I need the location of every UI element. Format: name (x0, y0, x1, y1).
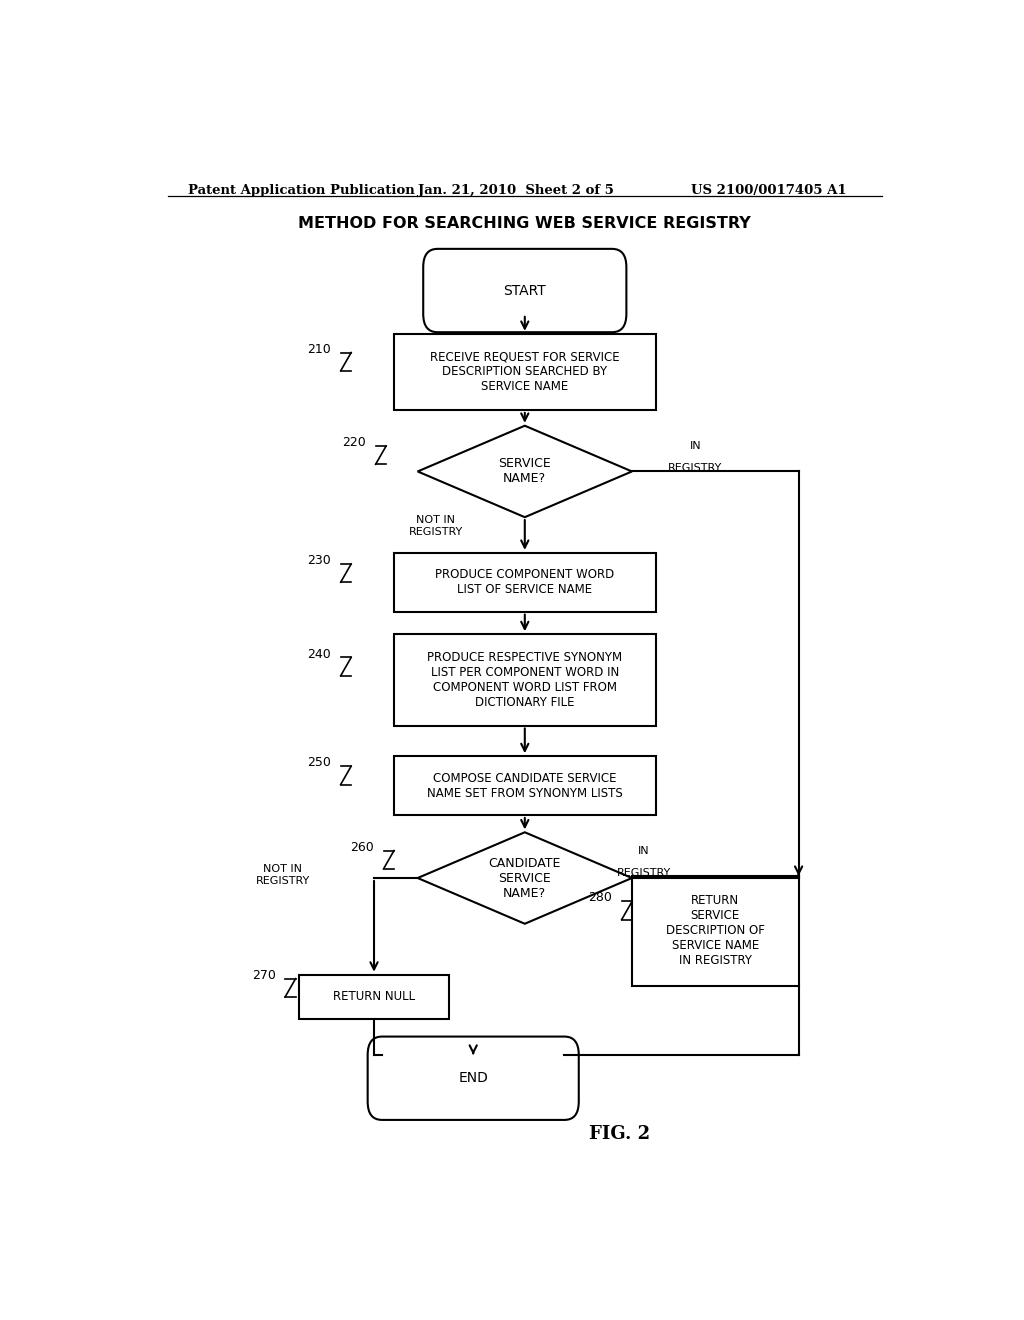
Text: METHOD FOR SEARCHING WEB SERVICE REGISTRY: METHOD FOR SEARCHING WEB SERVICE REGISTR… (298, 216, 752, 231)
Text: FIG. 2: FIG. 2 (590, 1125, 650, 1143)
FancyBboxPatch shape (394, 756, 655, 814)
FancyBboxPatch shape (299, 974, 450, 1019)
Text: START: START (504, 284, 546, 297)
Text: PRODUCE RESPECTIVE SYNONYM
LIST PER COMPONENT WORD IN
COMPONENT WORD LIST FROM
D: PRODUCE RESPECTIVE SYNONYM LIST PER COMP… (427, 651, 623, 709)
Text: 240: 240 (307, 648, 331, 660)
Text: RETURN NULL: RETURN NULL (333, 990, 415, 1003)
Text: US 2100/0017405 A1: US 2100/0017405 A1 (691, 183, 847, 197)
FancyBboxPatch shape (394, 553, 655, 611)
Polygon shape (418, 833, 632, 924)
Text: SERVICE
NAME?: SERVICE NAME? (499, 458, 551, 486)
Polygon shape (418, 426, 632, 517)
Text: RECEIVE REQUEST FOR SERVICE
DESCRIPTION SEARCHED BY
SERVICE NAME: RECEIVE REQUEST FOR SERVICE DESCRIPTION … (430, 350, 620, 393)
Text: PRODUCE COMPONENT WORD
LIST OF SERVICE NAME: PRODUCE COMPONENT WORD LIST OF SERVICE N… (435, 568, 614, 597)
Text: 280: 280 (588, 891, 612, 904)
Text: CANDIDATE
SERVICE
NAME?: CANDIDATE SERVICE NAME? (488, 857, 561, 899)
Text: Patent Application Publication: Patent Application Publication (187, 183, 415, 197)
Text: IN: IN (689, 441, 701, 451)
Text: RETURN
SERVICE
DESCRIPTION OF
SERVICE NAME
IN REGISTRY: RETURN SERVICE DESCRIPTION OF SERVICE NA… (666, 895, 765, 968)
Text: 230: 230 (307, 554, 331, 568)
Text: Jan. 21, 2010  Sheet 2 of 5: Jan. 21, 2010 Sheet 2 of 5 (418, 183, 613, 197)
FancyBboxPatch shape (368, 1036, 579, 1119)
Text: 220: 220 (342, 436, 367, 449)
FancyBboxPatch shape (423, 249, 627, 333)
Text: 270: 270 (252, 969, 275, 982)
Text: 210: 210 (307, 343, 331, 355)
Text: 250: 250 (307, 756, 331, 770)
FancyBboxPatch shape (394, 634, 655, 726)
FancyBboxPatch shape (632, 876, 799, 986)
Text: END: END (459, 1072, 488, 1085)
FancyBboxPatch shape (394, 334, 655, 411)
Text: 260: 260 (350, 841, 374, 854)
Text: NOT IN
REGISTRY: NOT IN REGISTRY (256, 865, 310, 886)
Text: NOT IN
REGISTRY: NOT IN REGISTRY (409, 515, 463, 537)
Text: IN: IN (638, 846, 649, 855)
Text: REGISTRY: REGISTRY (669, 463, 723, 474)
Text: REGISTRY: REGISTRY (616, 867, 671, 878)
Text: COMPOSE CANDIDATE SERVICE
NAME SET FROM SYNONYM LISTS: COMPOSE CANDIDATE SERVICE NAME SET FROM … (427, 771, 623, 800)
